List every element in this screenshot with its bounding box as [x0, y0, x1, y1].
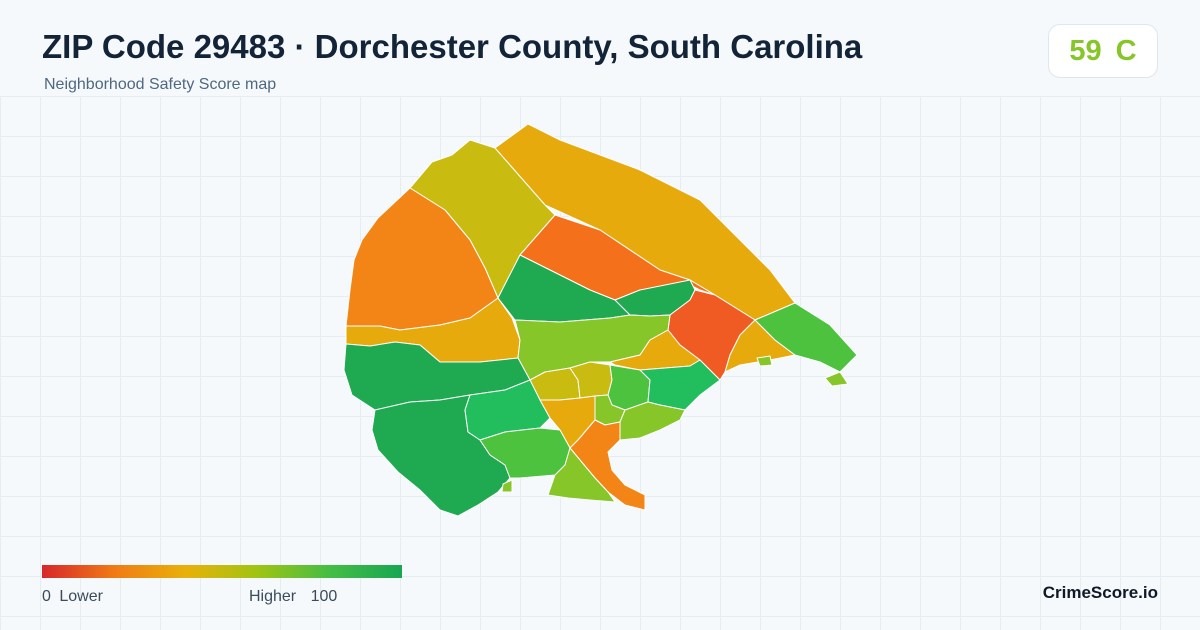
brand-logo-text[interactable]: CrimeScore.io: [1042, 583, 1158, 602]
neighborhood-east-island-2[interactable]: [824, 371, 849, 387]
score-grade: C: [1115, 34, 1137, 67]
neighborhood-south-island[interactable]: [501, 479, 513, 493]
neighborhood-south-light-green[interactable]: [547, 447, 616, 503]
neighborhood-mint-east-2[interactable]: [639, 359, 721, 411]
page-title: ZIP Code 29483 · Dorchester County, Sout…: [42, 28, 863, 65]
page-subtitle: Neighborhood Safety Score map: [44, 76, 277, 93]
legend-low-label: 0 Lower: [42, 588, 107, 606]
score-badge: 59 C: [1048, 24, 1158, 78]
legend-high-label: Higher 100: [249, 588, 337, 606]
legend-max-label: Higher: [249, 588, 297, 605]
legend-max-value: 100: [310, 588, 338, 605]
legend-min-label: Lower: [59, 588, 103, 605]
legend-gradient-bar: [42, 565, 402, 578]
legend-min-value: 0: [42, 588, 51, 605]
neighborhood-east-island-1[interactable]: [756, 355, 773, 367]
score-value: 59: [1069, 34, 1102, 67]
